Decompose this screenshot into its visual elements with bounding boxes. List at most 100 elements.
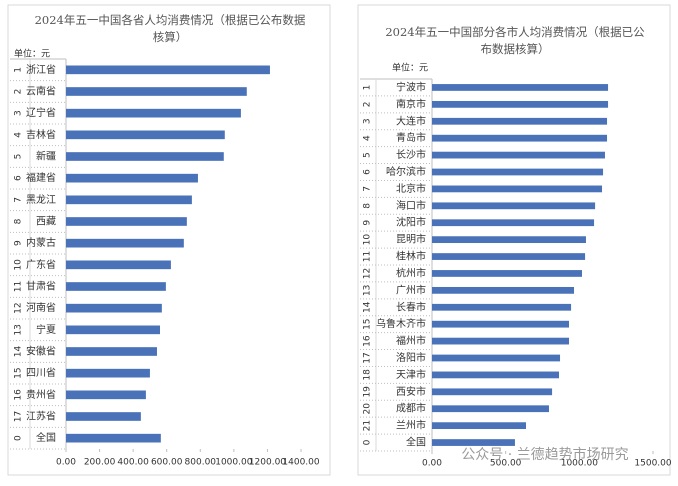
bar	[66, 303, 162, 313]
y-tick-label: 广州市	[396, 283, 426, 296]
rank-label: 18	[363, 369, 373, 381]
rank-label: 4	[14, 132, 24, 138]
y-tick-label: 海口市	[396, 199, 426, 212]
y-tick-label: 福州市	[396, 334, 426, 347]
y-tick-label: 四川省	[26, 366, 56, 379]
bar	[432, 185, 603, 193]
bar	[432, 134, 608, 142]
y-tick-label: 南京市	[396, 97, 426, 110]
x-tick-label: 1500.00	[634, 459, 671, 469]
x-tick-label: 1000.00	[215, 458, 252, 468]
bar	[432, 84, 609, 91]
y-tick-label: 天津市	[396, 368, 426, 381]
bar	[432, 253, 586, 260]
rank-label: 6	[14, 175, 24, 181]
y-tick-label: 安徽省	[26, 345, 56, 358]
rank-label: 0	[363, 439, 373, 445]
rank-label: 1	[363, 85, 373, 91]
rank-label: 3	[14, 110, 24, 116]
x-tick-label: 600.00	[151, 458, 183, 468]
y-tick-label: 内蒙古	[26, 236, 56, 249]
x-tick-label: 0.00	[422, 459, 442, 469]
rank-label: 4	[363, 135, 373, 141]
chart-title: 2024年五一中国各省人均消费情况（根据已公布数据核算）	[34, 13, 306, 44]
bar	[66, 238, 184, 248]
chart-title: 2024年五一中国部分各市人均消费情况（根据已公布数据核算）	[385, 25, 645, 56]
rank-label: 15	[14, 367, 24, 378]
title-box: 2024年五一中国部分各市人均消费情况（根据已公布数据核算）	[385, 25, 645, 56]
bar	[66, 325, 160, 335]
bar	[432, 303, 572, 311]
y-tick-label: 辽宁省	[26, 106, 56, 119]
title-box: 2024年五一中国各省人均消费情况（根据已公布数据核算）	[34, 13, 306, 44]
y-tick-label: 浙江省	[26, 63, 56, 76]
rank-label: 2	[14, 89, 24, 95]
y-tick-label: 甘肃省	[26, 280, 56, 293]
rank-label: 11	[363, 251, 373, 262]
x-tick-label: 1400.00	[282, 458, 319, 468]
y-tick-label: 乌鲁木齐市	[376, 317, 426, 330]
bar	[432, 405, 549, 413]
bar	[432, 388, 553, 396]
bar	[432, 236, 586, 244]
y-tick-label: 成都市	[396, 402, 426, 415]
x-tick-label: 1000.00	[561, 459, 598, 469]
bar	[432, 202, 596, 210]
rank-label: 16	[14, 389, 24, 401]
x-tick-label: 0.00	[56, 458, 76, 468]
rank-label: 12	[14, 302, 24, 313]
rank-label: 8	[363, 203, 373, 209]
rank-label: 6	[363, 169, 373, 175]
rank-label: 1	[14, 67, 24, 73]
rank-label: 5	[363, 152, 373, 158]
y-tick-label: 贵州省	[26, 388, 56, 401]
y-tick-label: 长春市	[396, 300, 426, 313]
y-tick-label: 河南省	[26, 301, 56, 314]
rank-label: 10	[363, 234, 373, 246]
y-tick-label: 青岛市	[396, 131, 426, 144]
bar	[432, 422, 526, 430]
bar	[432, 219, 595, 227]
rank-label: 17	[363, 352, 373, 363]
y-tick-label: 长沙市	[396, 148, 426, 161]
x-tick-label: 500.00	[490, 459, 522, 469]
y-tick-label: 杭州市	[396, 266, 426, 279]
y-tick-label: 洛阳市	[396, 351, 426, 364]
rank-label: 9	[14, 240, 24, 246]
y-tick-label: 全国	[406, 436, 426, 449]
rank-label: 15	[363, 318, 373, 329]
bar	[66, 217, 187, 226]
y-tick-label: 福建省	[26, 171, 56, 184]
rank-label: 11	[14, 281, 24, 292]
x-tick-label: 400.00	[117, 458, 149, 468]
rank-label: 16	[363, 335, 373, 347]
bar	[66, 87, 247, 96]
bar	[432, 320, 570, 328]
rank-label: 8	[14, 218, 24, 224]
bar	[432, 354, 561, 362]
unit-label: 单位：元	[14, 48, 50, 60]
y-tick-label: 哈尔滨市	[386, 165, 426, 178]
bar	[66, 173, 198, 183]
bar	[66, 108, 241, 118]
x-tick-label: 200.00	[84, 458, 116, 468]
y-tick-label: 大连市	[396, 114, 426, 127]
bar	[66, 195, 192, 205]
y-tick-label: 宁波市	[396, 80, 426, 93]
rank-label: 5	[14, 154, 24, 160]
bar	[432, 286, 575, 294]
rank-label: 13	[14, 324, 24, 335]
bar	[432, 270, 582, 277]
rank-label: 9	[363, 220, 373, 226]
x-tick-label: 1200.00	[249, 458, 286, 468]
bar	[432, 151, 605, 159]
y-tick-label: 桂林市	[396, 250, 426, 263]
rank-label: 21	[363, 420, 373, 431]
y-tick-label: 江苏省	[26, 410, 56, 423]
bar	[66, 65, 270, 75]
bar	[66, 433, 161, 443]
bar	[432, 371, 560, 379]
rank-label: 13	[363, 285, 373, 296]
